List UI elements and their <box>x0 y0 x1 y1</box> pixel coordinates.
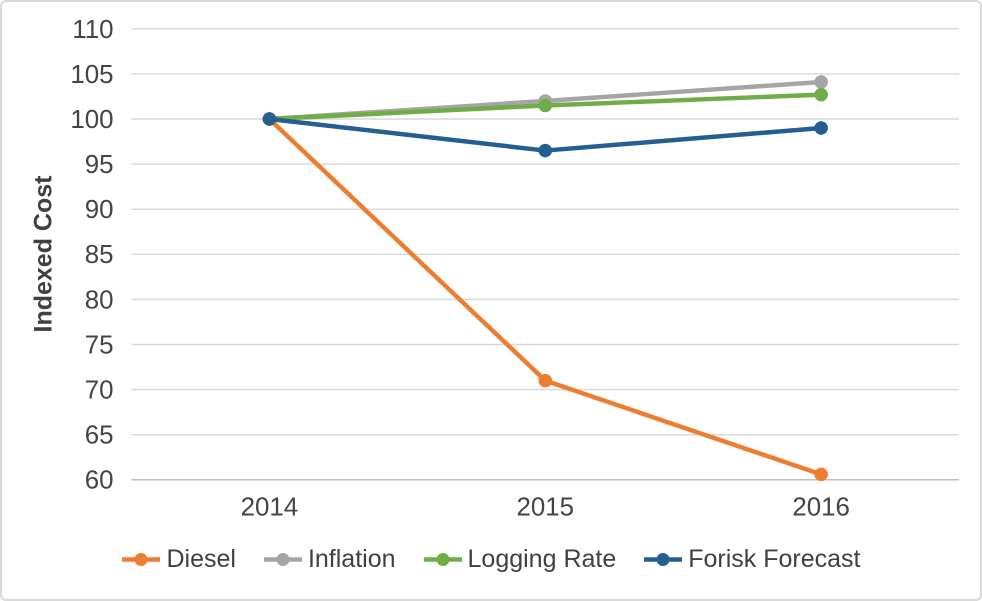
y-tick-label: 80 <box>85 286 114 314</box>
y-axis-title: Indexed Cost <box>29 175 58 333</box>
data-point-marker <box>538 373 553 388</box>
data-point-marker <box>538 98 553 113</box>
legend-line-marker-icon <box>122 553 161 566</box>
y-tick-label: 60 <box>85 467 114 495</box>
x-tick-label: 2014 <box>241 494 299 522</box>
legend-item-inflation: Inflation <box>263 545 396 574</box>
y-tick-label: 105 <box>70 61 113 89</box>
y-tick-label: 95 <box>85 151 114 179</box>
legend-label: Inflation <box>307 545 396 573</box>
data-point-marker <box>538 143 553 158</box>
y-tick-label: 70 <box>85 377 114 405</box>
legend-item-diesel: Diesel <box>121 545 236 574</box>
y-tick-label: 75 <box>85 331 114 359</box>
data-point-marker <box>814 467 828 482</box>
chart-legend: Diesel Inflation Logging Rate Forisk Foreca… <box>2 545 980 574</box>
data-point-marker <box>262 112 277 126</box>
series-diesel <box>262 112 828 482</box>
gridlines <box>131 28 960 481</box>
legend-line-marker-icon <box>263 553 302 566</box>
series-logging-rate <box>262 87 828 126</box>
series-forisk-forecast <box>262 112 828 158</box>
legend-line-marker-icon <box>644 553 683 566</box>
x-axis-tick-labels: 2014 2015 2016 <box>241 494 850 522</box>
y-tick-label: 110 <box>72 16 113 44</box>
legend-label: Forisk Forecast <box>688 545 861 573</box>
legend-label: Logging Rate <box>467 545 617 573</box>
data-point-marker <box>814 121 828 135</box>
legend-label: Diesel <box>166 545 236 573</box>
legend-item-logging-rate: Logging Rate <box>423 545 617 574</box>
series-line <box>267 116 824 477</box>
data-point-marker <box>814 87 828 102</box>
y-tick-label: 90 <box>85 196 114 224</box>
y-tick-label: 85 <box>85 241 114 269</box>
y-tick-label: 100 <box>70 106 113 134</box>
x-tick-label: 2015 <box>516 494 574 522</box>
y-axis-tick-labels: 60 65 70 75 80 85 90 95 100 105 110 <box>70 16 113 495</box>
legend-item-forisk-forecast: Forisk Forecast <box>643 545 861 574</box>
legend-line-marker-icon <box>423 553 462 566</box>
y-tick-label: 65 <box>85 422 114 450</box>
x-tick-label: 2016 <box>792 494 850 522</box>
data-point-marker <box>814 75 828 89</box>
